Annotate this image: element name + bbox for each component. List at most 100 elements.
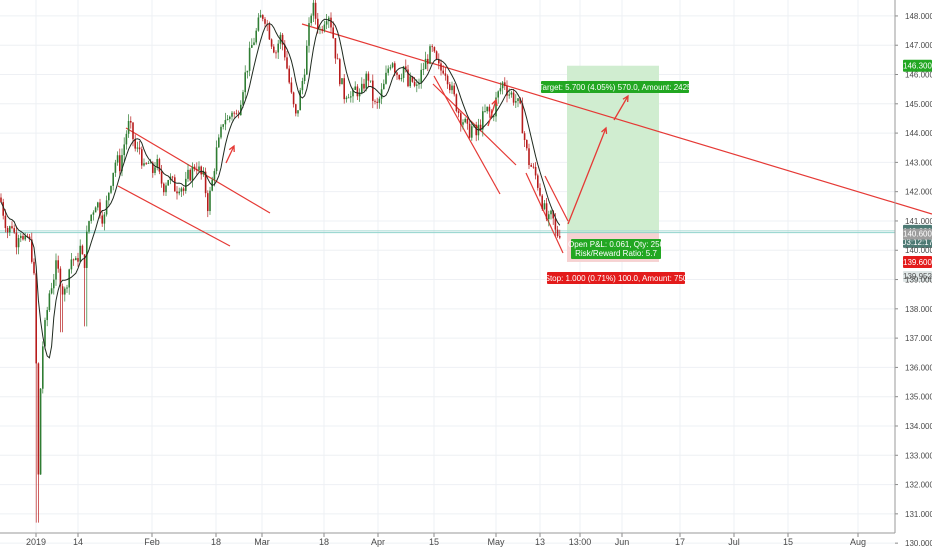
candle-body — [244, 72, 246, 92]
candle-body — [156, 159, 158, 167]
x-tick-label: 2019 — [26, 537, 46, 547]
candle-body — [77, 258, 79, 262]
candle-body — [559, 236, 561, 237]
y-tick-label: 144.000 — [905, 129, 932, 138]
candle-body — [486, 107, 488, 111]
candle-body — [423, 69, 425, 70]
candle-body — [271, 39, 273, 46]
x-tick-label: May — [487, 537, 505, 547]
candle-body — [275, 52, 277, 53]
x-tick-label: Feb — [144, 537, 160, 547]
y-tick-label: 143.000 — [905, 158, 932, 167]
x-tick-label: Apr — [371, 537, 385, 547]
candle-body — [214, 171, 216, 180]
candle-body — [442, 71, 444, 74]
candle-body — [537, 175, 539, 187]
candle-body — [9, 226, 11, 232]
candle-body — [462, 122, 464, 124]
candle-body — [38, 363, 40, 474]
candle-body — [288, 69, 290, 83]
candle-body — [165, 185, 167, 192]
target-label: Target: 5.700 (4.05%) 570.0, Amount: 242… — [539, 81, 693, 93]
candle-body — [502, 82, 504, 88]
candle-body — [0, 198, 2, 203]
candle-body — [192, 167, 194, 181]
candle-body — [225, 120, 227, 124]
candle-body — [297, 110, 299, 113]
candle-body — [361, 84, 363, 93]
candle-body — [387, 69, 389, 73]
candle-body — [143, 163, 145, 165]
candle-body — [183, 188, 185, 190]
candle-body — [469, 124, 471, 138]
candle-body — [416, 85, 418, 86]
candle-body — [524, 133, 526, 140]
candle-body — [394, 63, 396, 72]
x-tick-label: 14 — [73, 537, 83, 547]
candle-body — [126, 134, 128, 145]
candle-body — [436, 51, 438, 59]
candle-body — [104, 214, 106, 223]
candle-body — [46, 310, 48, 320]
candle-body — [198, 166, 200, 170]
entry-price-badge-text: 140.600 — [903, 230, 932, 239]
candle-body — [324, 25, 326, 31]
candle-body — [253, 42, 255, 45]
candle-body — [332, 27, 334, 38]
candle-body — [372, 81, 374, 101]
candle-body — [427, 59, 429, 64]
x-tick-label: Jun — [615, 537, 630, 547]
x-tick-label: 13:00 — [569, 537, 592, 547]
candle-body — [79, 246, 81, 262]
candle-body — [385, 73, 387, 84]
y-tick-label: 146.000 — [905, 71, 932, 80]
candle-body — [139, 148, 141, 150]
candle-body — [445, 73, 447, 75]
candle-body — [528, 148, 530, 165]
x-tick-label: Jul — [728, 537, 740, 547]
candle-body — [176, 191, 178, 193]
candle-body — [431, 46, 433, 47]
y-tick-label: 141.000 — [905, 217, 932, 226]
candle-body — [207, 193, 209, 211]
candle-body — [148, 163, 150, 164]
candle-body — [82, 246, 84, 255]
candle-body — [513, 93, 515, 103]
candle-body — [53, 280, 55, 289]
candle-body — [137, 148, 139, 149]
candle-body — [128, 121, 130, 134]
candle-body — [145, 163, 147, 164]
candle-body — [458, 111, 460, 113]
candle-body — [49, 293, 51, 310]
candle-body — [313, 3, 315, 16]
candle-body — [546, 203, 548, 219]
candle-body — [539, 188, 541, 196]
candle-body — [35, 273, 37, 363]
candle-body — [55, 260, 57, 279]
trendlines — [0, 24, 932, 253]
candle-body — [220, 127, 222, 138]
candle-body — [134, 139, 136, 148]
candles — [0, 0, 560, 523]
x-tick-label: 13 — [535, 537, 545, 547]
candle-body — [108, 193, 110, 201]
candle-body — [286, 57, 288, 68]
candle-body — [71, 259, 73, 269]
candle-body — [295, 104, 297, 113]
candle-body — [293, 92, 295, 104]
candle-body — [548, 214, 550, 219]
candle-body — [429, 46, 431, 64]
candle-body — [123, 144, 125, 155]
candle-body — [383, 84, 385, 89]
candle-body — [310, 16, 312, 23]
candle-body — [414, 82, 416, 86]
candle-body — [326, 21, 328, 24]
x-tick-label: Aug — [850, 537, 866, 547]
candle-body — [277, 44, 279, 53]
candle-body — [376, 102, 378, 103]
candle-body — [453, 86, 455, 95]
candle-body — [159, 159, 161, 172]
candle-body — [401, 78, 403, 79]
